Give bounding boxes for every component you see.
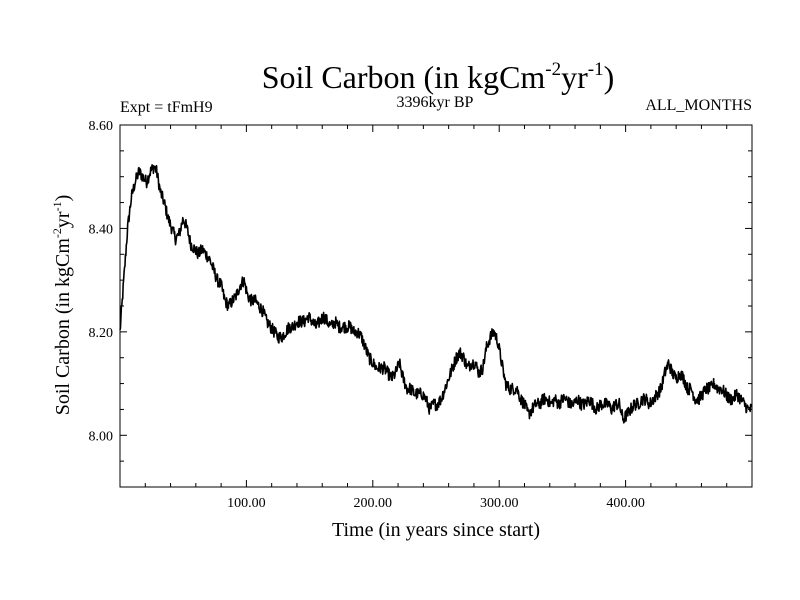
y-axis-label-mid: yr (52, 211, 74, 228)
y-axis-label-sup2: -1 (50, 201, 64, 211)
tick-marks (120, 125, 752, 487)
x-tick-label: 300.00 (480, 496, 519, 511)
y-axis-label-sup1: -2 (50, 228, 64, 238)
experiment-label: Expt = tFmH9 (120, 99, 213, 116)
series-line-soil-carbon (119, 164, 753, 424)
y-tick-labels: 8.00 8.20 8.40 8.60 (89, 119, 114, 444)
period-label: 3396kyr BP (397, 94, 474, 111)
y-tick-label: 8.60 (89, 119, 114, 134)
x-tick-label: 100.00 (227, 496, 266, 511)
y-tick-label: 8.20 (89, 326, 114, 341)
y-tick-label: 8.00 (89, 429, 114, 444)
y-axis-label-end: ) (52, 195, 74, 202)
chart-title-sup2: -1 (588, 59, 604, 80)
chart-title-sup1: -2 (545, 59, 561, 80)
y-axis-label-main: Soil Carbon (in kgCm (52, 238, 74, 416)
chart-title-mid: yr (561, 59, 588, 95)
chart-title-end: ) (604, 59, 615, 95)
plot-area-frame (119, 124, 753, 488)
y-axis-label: Soil Carbon (in kgCm-2yr-1) (50, 195, 74, 416)
y-tick-label: 8.40 (89, 222, 114, 237)
chart-title-main: Soil Carbon (in kgCm (262, 59, 546, 95)
x-tick-labels: 100.00 200.00 300.00 400.00 (227, 496, 645, 511)
x-axis-label: Time (in years since start) (332, 519, 540, 541)
x-tick-label: 400.00 (606, 496, 645, 511)
months-label: ALL_MONTHS (645, 97, 752, 114)
x-tick-label: 200.00 (354, 496, 393, 511)
chart-title: Soil Carbon (in kgCm-2yr-1) (262, 59, 615, 95)
